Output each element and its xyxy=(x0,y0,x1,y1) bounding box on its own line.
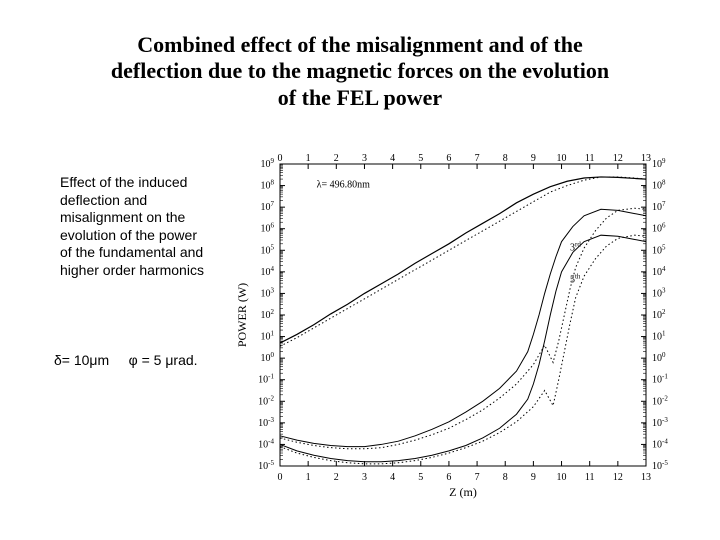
svg-text:8: 8 xyxy=(503,153,508,164)
svg-text:10: 10 xyxy=(557,472,567,483)
power-evolution-chart: 10-510-510-410-410-310-310-210-210-110-1… xyxy=(232,150,680,502)
svg-text:0: 0 xyxy=(278,472,283,483)
svg-text:1: 1 xyxy=(306,472,311,483)
svg-text:Z (m): Z (m) xyxy=(449,485,477,499)
svg-text:12: 12 xyxy=(613,153,623,164)
svg-text:7: 7 xyxy=(475,153,480,164)
svg-text:4: 4 xyxy=(390,472,395,483)
svg-text:11: 11 xyxy=(585,153,595,164)
slide-title: Combined effect of the misalignment and … xyxy=(100,32,620,111)
svg-text:5: 5 xyxy=(418,153,423,164)
svg-text:POWER (W): POWER (W) xyxy=(235,283,249,347)
parameter-line: δ= 10μm φ = 5 μrad. xyxy=(54,352,198,368)
svg-text:0: 0 xyxy=(278,153,283,164)
svg-text:9: 9 xyxy=(531,472,536,483)
phi-param: φ = 5 μrad. xyxy=(129,352,198,368)
svg-text:9: 9 xyxy=(531,153,536,164)
svg-text:7: 7 xyxy=(475,472,480,483)
slide-caption: Effect of the induced deflection and mis… xyxy=(60,174,210,279)
chart-svg: 10-510-510-410-410-310-310-210-210-110-1… xyxy=(232,150,680,502)
annotation-lambda: λ= 496.80nm xyxy=(317,180,370,191)
svg-text:5: 5 xyxy=(418,472,423,483)
svg-text:13: 13 xyxy=(641,472,651,483)
svg-text:3: 3 xyxy=(362,153,367,164)
svg-text:3: 3 xyxy=(362,472,367,483)
svg-text:11: 11 xyxy=(585,472,595,483)
svg-text:6: 6 xyxy=(446,153,451,164)
svg-text:12: 12 xyxy=(613,472,623,483)
delta-param: δ= 10μm xyxy=(54,352,109,368)
svg-text:4: 4 xyxy=(390,153,395,164)
svg-text:6: 6 xyxy=(446,472,451,483)
svg-text:8: 8 xyxy=(503,472,508,483)
svg-text:1: 1 xyxy=(306,153,311,164)
svg-text:2: 2 xyxy=(334,153,339,164)
svg-text:10: 10 xyxy=(557,153,567,164)
svg-text:13: 13 xyxy=(641,153,651,164)
svg-text:2: 2 xyxy=(334,472,339,483)
